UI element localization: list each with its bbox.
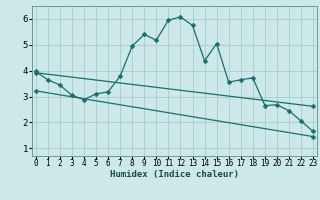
X-axis label: Humidex (Indice chaleur): Humidex (Indice chaleur) (110, 170, 239, 179)
